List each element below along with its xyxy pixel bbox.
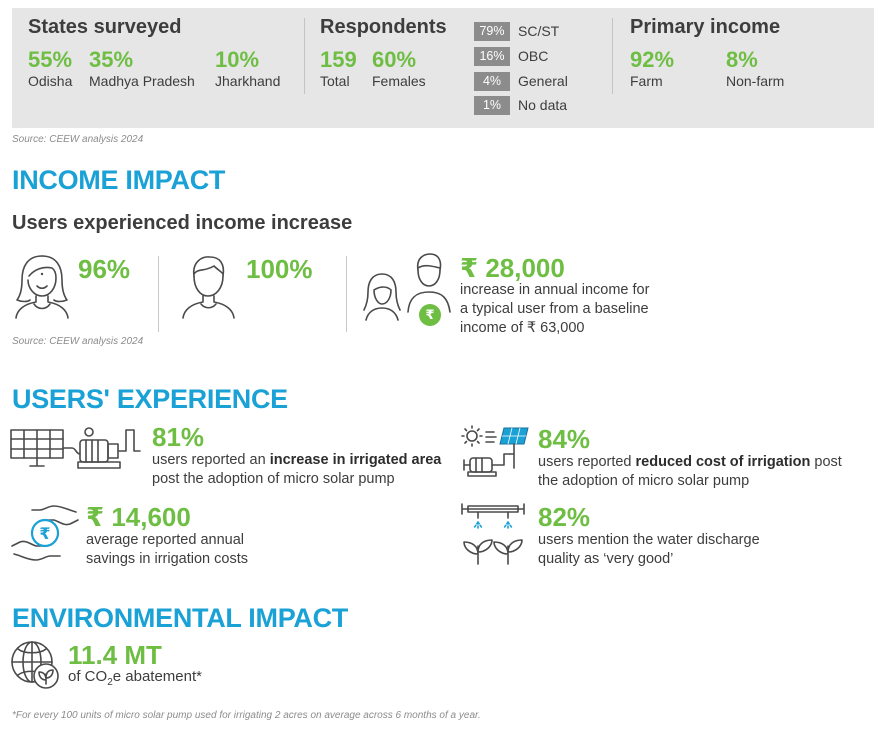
rupee-icon: ₹ bbox=[39, 524, 50, 543]
panel-divider bbox=[612, 18, 613, 94]
description-line: the adoption of micro solar pump bbox=[538, 473, 750, 489]
description-line: average reported annual bbox=[86, 532, 245, 548]
respondents-total-value: 159 bbox=[320, 47, 357, 72]
income-heading: Primary income bbox=[630, 16, 781, 38]
text: users reported an bbox=[152, 452, 270, 468]
respondents-female-value: 60% bbox=[372, 47, 417, 72]
co2-abatement-value: 11.4 MT bbox=[68, 640, 162, 670]
globe-leaf-icon bbox=[10, 640, 62, 692]
income-impact-title: INCOME IMPACT bbox=[12, 165, 226, 195]
users-experience-title: USERS' EXPERIENCE bbox=[12, 384, 288, 414]
rupee-coin-icon: ₹ bbox=[419, 304, 441, 326]
savings-hands-icon: ₹ bbox=[10, 502, 80, 564]
emphasis: reduced cost of irrigation bbox=[635, 454, 811, 470]
state-odisha-label: Odisha bbox=[28, 73, 73, 89]
annual-savings-amount: ₹ 14,600 bbox=[86, 502, 191, 532]
description-line: users mention the water discharge bbox=[538, 532, 760, 548]
respondents-female-label: Females bbox=[372, 73, 426, 89]
state-mp-value: 35% bbox=[89, 47, 134, 72]
income-nonfarm-label: Non-farm bbox=[726, 73, 785, 89]
states-heading: States surveyed bbox=[28, 16, 182, 38]
income-farm-label: Farm bbox=[630, 73, 663, 89]
caste-general-label: General bbox=[518, 73, 568, 89]
water-quality-pct: 82% bbox=[538, 502, 591, 532]
panel-divider bbox=[304, 18, 305, 94]
caste-nodata-value: 1% bbox=[474, 96, 510, 115]
subscript: 2 bbox=[107, 677, 113, 688]
caste-scst-label: SC/ST bbox=[518, 23, 560, 39]
text: users reported bbox=[538, 454, 636, 470]
state-jharkhand-value: 10% bbox=[215, 47, 260, 72]
income-farm-value: 92% bbox=[630, 47, 675, 72]
man-icon bbox=[178, 252, 238, 320]
state-odisha-value: 55% bbox=[28, 47, 73, 72]
summary-source: Source: CEEW analysis 2024 bbox=[12, 134, 144, 145]
text: of CO bbox=[68, 668, 108, 685]
woman-icon bbox=[12, 252, 72, 320]
solar-irrigation-cost-icon bbox=[460, 424, 532, 482]
description-line: quality as ‘very good’ bbox=[538, 551, 674, 567]
description-line: income of ₹ 63,000 bbox=[460, 320, 585, 336]
water-quality-description: users mention the water discharge qualit… bbox=[538, 531, 760, 569]
income-increase-description: increase in annual income for a typical … bbox=[460, 281, 649, 338]
footnote: *For every 100 units of micro solar pump… bbox=[12, 710, 481, 721]
male-income-increase-pct: 100% bbox=[246, 254, 313, 284]
caste-obc-label: OBC bbox=[518, 48, 549, 64]
description-line: post the adoption of micro solar pump bbox=[152, 471, 395, 487]
respondents-total-label: Total bbox=[320, 73, 350, 89]
environmental-impact-title: ENVIRONMENTAL IMPACT bbox=[12, 603, 348, 633]
state-mp-label: Madhya Pradesh bbox=[89, 73, 195, 89]
annual-savings-description: average reported annual savings in irrig… bbox=[86, 531, 248, 569]
state-jharkhand-label: Jharkhand bbox=[215, 73, 281, 89]
couple-icon bbox=[362, 252, 452, 332]
caste-nodata-label: No data bbox=[518, 97, 568, 113]
reduced-cost-description: users reported reduced cost of irrigatio… bbox=[538, 453, 842, 491]
annual-income-increase-amount: ₹ 28,000 bbox=[460, 253, 565, 283]
emphasis: increase in irrigated area bbox=[269, 452, 442, 468]
irrigated-area-pct: 81% bbox=[152, 422, 205, 452]
description-line: a typical user from a baseline bbox=[460, 301, 649, 317]
summary-panel bbox=[12, 8, 874, 128]
caste-obc-value: 16% bbox=[474, 47, 510, 66]
caste-scst-value: 79% bbox=[474, 22, 510, 41]
solar-pump-icon bbox=[10, 424, 145, 474]
respondents-heading: Respondents bbox=[320, 16, 447, 38]
caste-general-value: 4% bbox=[474, 72, 510, 91]
text: e abatement* bbox=[112, 668, 202, 685]
female-income-increase-pct: 96% bbox=[78, 254, 131, 284]
income-impact-subtitle: Users experienced income increase bbox=[12, 212, 353, 234]
impact-divider bbox=[158, 256, 159, 332]
impact-divider bbox=[346, 256, 347, 332]
co2-abatement-description: of CO2e abatement* bbox=[68, 668, 202, 688]
reduced-cost-pct: 84% bbox=[538, 424, 591, 454]
income-impact-source: Source: CEEW analysis 2024 bbox=[12, 336, 144, 347]
sprinkler-plants-icon bbox=[460, 502, 526, 566]
income-nonfarm-value: 8% bbox=[726, 47, 758, 72]
description-line: savings in irrigation costs bbox=[86, 551, 248, 567]
text: post bbox=[810, 454, 842, 470]
description-line: increase in annual income for bbox=[460, 282, 650, 298]
irrigated-area-description: users reported an increase in irrigated … bbox=[152, 451, 441, 489]
